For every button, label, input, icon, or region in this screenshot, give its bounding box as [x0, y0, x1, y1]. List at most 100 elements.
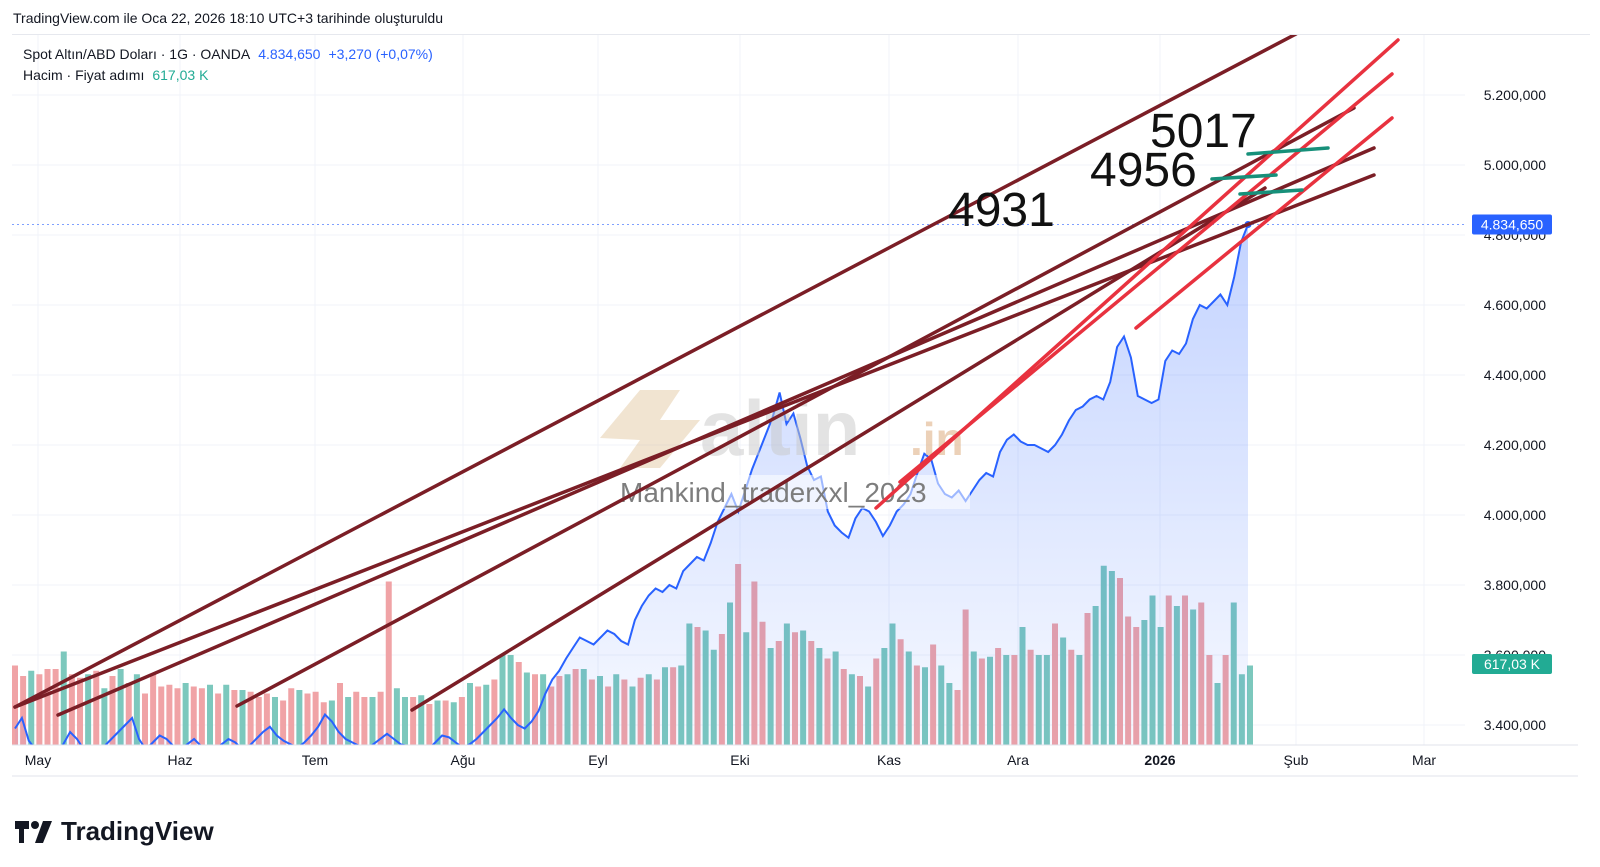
symbol-name[interactable]: Spot Altın/ABD Doları · 1G · OANDA	[23, 46, 251, 62]
volume-bar	[142, 693, 148, 745]
annotation-5017: 5017	[1150, 105, 1257, 158]
volume-bar	[223, 684, 230, 745]
volume-bar	[523, 672, 530, 745]
volume-bar	[150, 674, 157, 745]
x-tick-label: May	[25, 752, 51, 768]
volume-bar	[345, 697, 352, 745]
red-trendline	[898, 72, 1394, 484]
volume-bar	[467, 683, 473, 745]
volume-bar	[434, 700, 441, 745]
volume-bar	[117, 669, 124, 745]
volume-bar	[133, 674, 140, 745]
volume-bar	[239, 690, 246, 745]
volume-bar	[28, 670, 35, 745]
x-tick-label: Şub	[1284, 752, 1309, 768]
annotation-4931: 4931	[948, 184, 1055, 237]
volume-bar	[499, 655, 506, 745]
volume-bar	[426, 704, 433, 745]
tradingview-logo[interactable]: TradingView	[15, 816, 214, 847]
volume-bar	[377, 691, 384, 745]
volume-bar	[385, 581, 392, 745]
price-axis[interactable]: 5.200,0005.000,0004.800,0004.600,0004.40…	[1472, 87, 1552, 733]
time-axis[interactable]: May Haz Tem Ağu Eyl Eki Kas Ara 2026 Şub Mar	[12, 744, 1578, 777]
x-tick-label: 2026	[1144, 752, 1175, 768]
volume-bar	[491, 679, 498, 745]
volume-bar	[190, 686, 197, 745]
volume-bar	[418, 695, 425, 745]
volume-label[interactable]: Hacim · Fiyat adımı	[23, 67, 145, 83]
dark-trendline	[235, 106, 1356, 708]
y-tick-label: 5.000,000	[1484, 157, 1546, 173]
dark-trendline	[410, 186, 1267, 712]
volume-bar	[263, 693, 270, 745]
volume-bar	[20, 676, 27, 745]
volume-bar	[393, 688, 400, 745]
price-tag	[1472, 214, 1552, 235]
price-change: +3,270 (+0,07%)	[328, 46, 433, 62]
volume-bar	[36, 674, 43, 745]
volume-bar	[52, 669, 59, 745]
volume-bar	[280, 700, 287, 745]
volume-bar	[450, 702, 457, 745]
target-line	[1210, 173, 1278, 181]
volume-bar	[483, 684, 490, 745]
volume-bar	[402, 697, 408, 745]
volume-bar	[361, 697, 368, 745]
volume-bar	[458, 697, 465, 745]
volume-bar	[475, 686, 482, 745]
x-tick-label: Eki	[730, 752, 749, 768]
volume-bar	[166, 684, 173, 745]
volume-bar	[93, 670, 100, 745]
trendlines[interactable]	[13, 34, 1400, 717]
volume-bar	[182, 683, 189, 745]
volume-bar	[304, 693, 311, 745]
y-tick-label: 5.200,000	[1484, 87, 1546, 103]
target-line	[1246, 146, 1330, 156]
volume-tag-label: 617,03 K	[1484, 656, 1541, 672]
volume-bar	[174, 688, 181, 745]
volume-bar	[44, 669, 51, 745]
red-trendline	[1134, 116, 1394, 330]
volume-bar	[85, 674, 92, 745]
y-tick-label: 4.200,000	[1484, 437, 1546, 453]
volume-bar	[312, 691, 319, 745]
volume-tag	[1472, 654, 1552, 674]
volume-bar	[247, 691, 254, 745]
volume-bar	[410, 697, 417, 745]
volume-bar	[337, 683, 343, 745]
watermark-user: Mankind_traderxxl_2023	[620, 477, 927, 508]
annotation-4956: 4956	[1090, 144, 1197, 197]
volume-bar	[215, 693, 222, 745]
x-tick-label: Haz	[168, 752, 193, 768]
dark-trendline	[13, 35, 1298, 709]
volume-bar	[109, 676, 116, 745]
last-price: 4.834,650	[258, 46, 321, 62]
volume-bar	[101, 688, 108, 745]
volume-bar	[158, 686, 165, 745]
legend-row-price[interactable]: Spot Altın/ABD Doları · 1G · OANDA 4.834…	[23, 44, 433, 65]
volume-bar	[255, 697, 262, 745]
legend-row-volume[interactable]: Hacim · Fiyat adımı 617,03 K	[23, 65, 433, 86]
x-tick-label: Ağu	[451, 752, 476, 768]
tradingview-mark-icon	[15, 820, 52, 843]
y-tick-label: 4.000,000	[1484, 507, 1546, 523]
target-line	[1238, 188, 1304, 196]
x-tick-label: Ara	[1007, 752, 1029, 768]
price-tag-label: 4.834,650	[1481, 217, 1543, 233]
altin-logo-icon	[600, 390, 700, 468]
volume-bar	[288, 688, 295, 745]
volume-bar	[272, 697, 278, 745]
volume-value: 617,03 K	[152, 67, 209, 83]
screenshot-caption: TradingView.com ile Oca 22, 2026 18:10 U…	[13, 10, 443, 26]
y-tick-label: 3.400,000	[1484, 717, 1546, 733]
x-tick-label: Tem	[302, 752, 328, 768]
legend: Spot Altın/ABD Doları · 1G · OANDA 4.834…	[23, 44, 433, 86]
volume-bar	[369, 697, 376, 745]
price-line	[14, 224, 1249, 745]
watermark-suffix: .in	[910, 413, 964, 465]
target-lines[interactable]	[1210, 146, 1330, 196]
x-tick-label: Mar	[1412, 752, 1436, 768]
